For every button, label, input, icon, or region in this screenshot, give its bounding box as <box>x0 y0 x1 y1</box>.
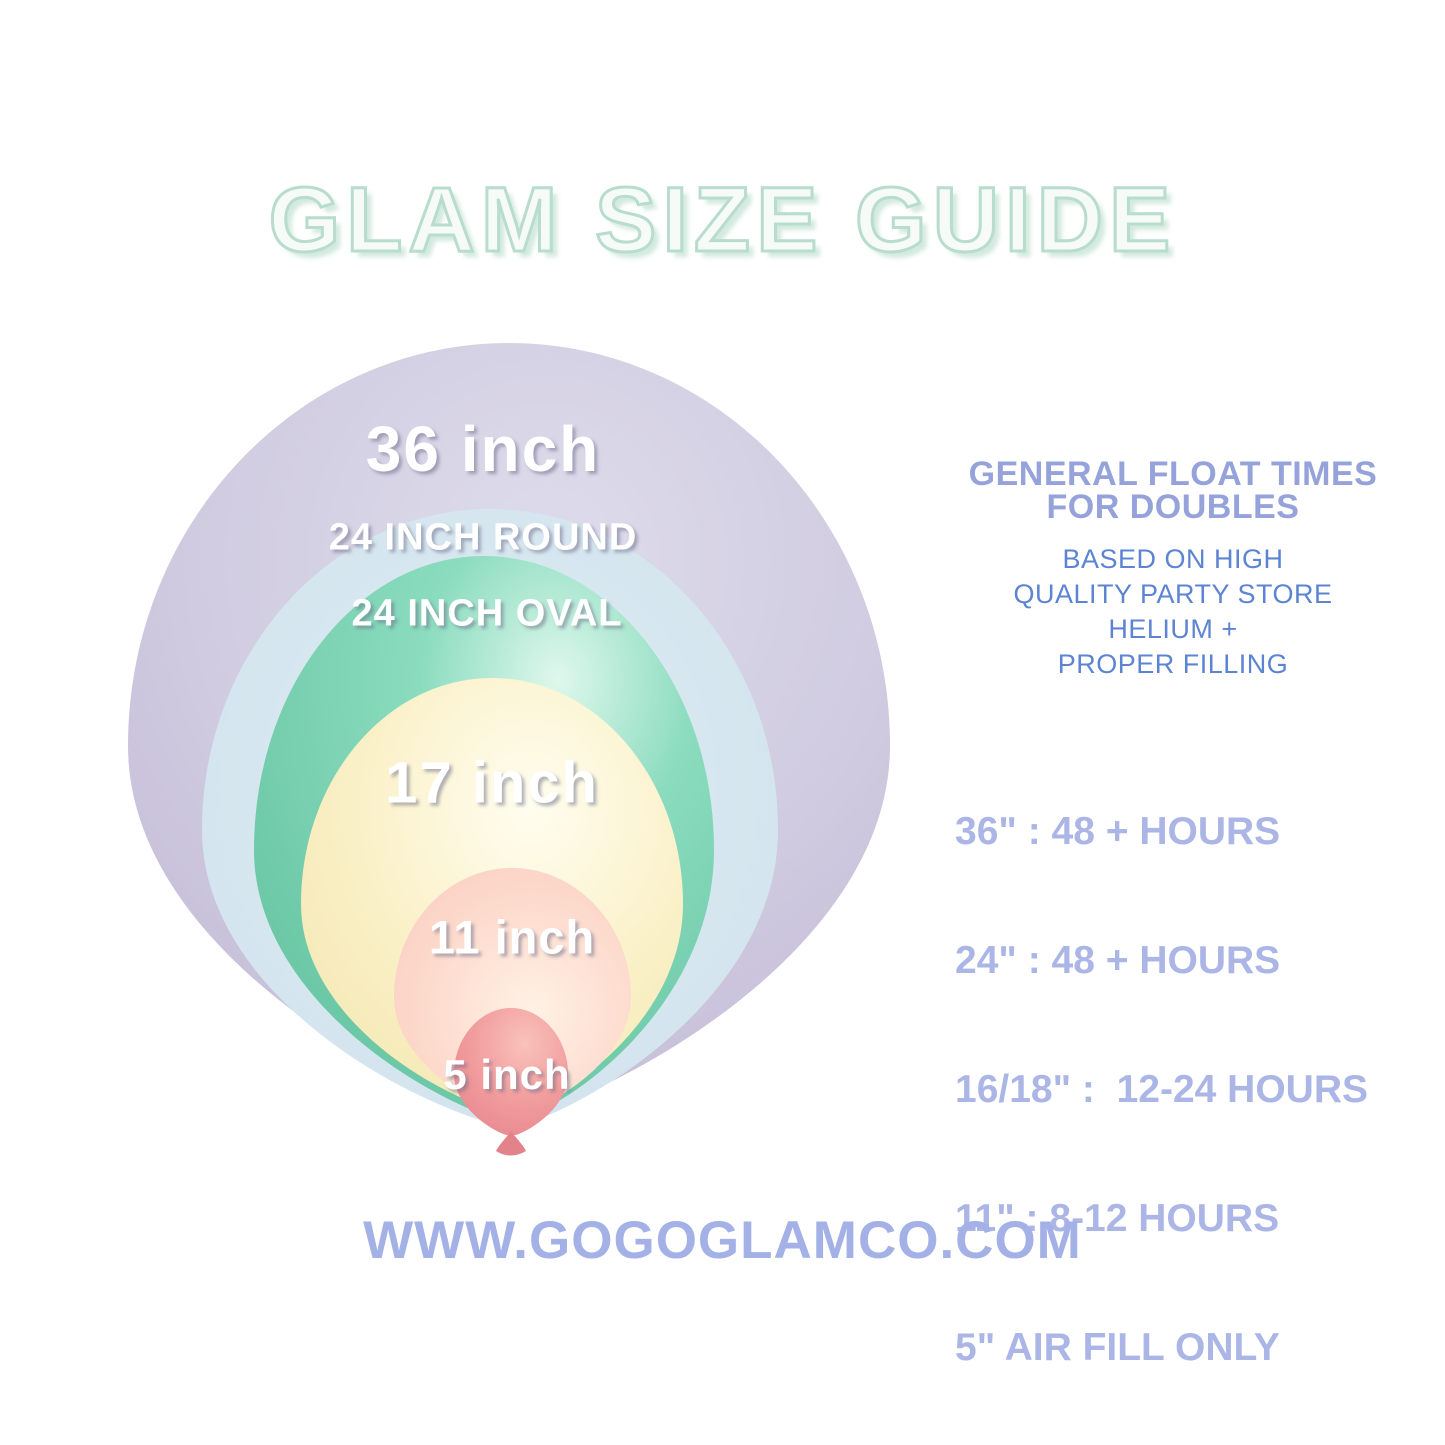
float-times-heading-line2: FOR DOUBLES <box>1046 488 1300 526</box>
float-time-36: 36" : 48 + HOURS <box>955 810 1281 853</box>
subheading-line-2: QUALITY PARTY STORE <box>1013 579 1333 609</box>
balloon-11-inch <box>394 868 631 1116</box>
float-times-heading-line1: GENERAL FLOAT TIMES <box>968 455 1378 493</box>
float-time-5: 5" AIR FILL ONLY <box>955 1326 1280 1369</box>
float-time-11: 11" : 8-12 HOURS <box>955 1197 1280 1240</box>
float-time-24: 24" : 48 + HOURS <box>955 939 1281 982</box>
balloon-5-inch <box>454 1008 568 1135</box>
balloon-label-11-inch: 11 inch <box>428 910 596 964</box>
balloon-label-5-inch: 5 inch <box>443 1051 571 1098</box>
page-title: GLAM SIZE GUIDE <box>267 168 1177 273</box>
subheading-line-4: PROPER FILLING <box>1057 649 1289 679</box>
balloon-label-36-inch: 36 inch <box>365 413 601 485</box>
float-times-subheading: BASED ON HIGH QUALITY PARTY STORE HELIUM… <box>948 542 1398 682</box>
float-times-list: 36" : 48 + HOURS 24" : 48 + HOURS 16/18"… <box>955 724 1368 1445</box>
website-url: WWW.GOGOGLAMCO.COM <box>363 1211 1082 1270</box>
float-time-16-18: 16/18" : 12-24 HOURS <box>955 1068 1369 1111</box>
float-times-heading: GENERAL FLOAT TIMES FOR DOUBLES <box>948 455 1398 526</box>
subheading-line-3: HELIUM + <box>1108 614 1238 644</box>
balloon-knot-icon <box>496 1131 526 1156</box>
balloon-label-24-inch-oval: 24 INCH OVAL <box>351 592 623 635</box>
balloon-label-17-inch: 17 inch <box>385 750 599 816</box>
subheading-line-1: BASED ON HIGH <box>1062 544 1284 574</box>
balloon-label-24-inch-round: 24 INCH ROUND <box>328 516 638 559</box>
